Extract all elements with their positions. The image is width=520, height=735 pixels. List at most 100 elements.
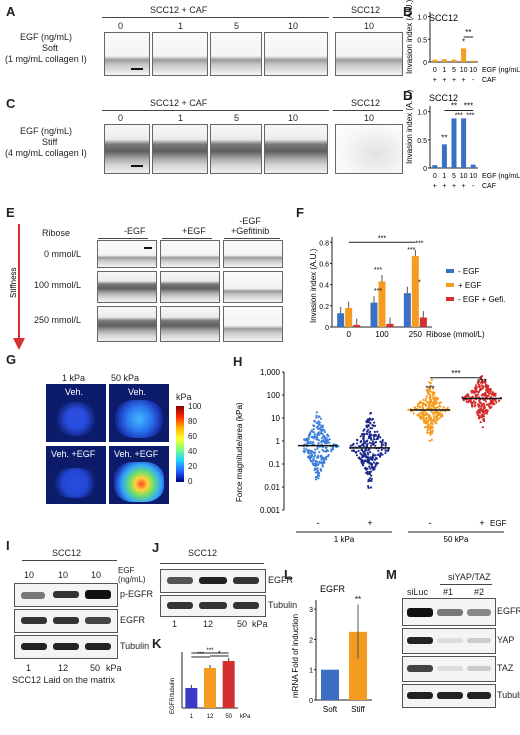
chart-h-point-0-252 bbox=[314, 476, 317, 479]
chart-h-point-2-109 bbox=[424, 399, 427, 402]
chart-h-point-1-177 bbox=[368, 462, 371, 465]
chart-f-xtick-1: 100 bbox=[375, 330, 389, 339]
chart-h-point-0-189 bbox=[315, 421, 318, 424]
chart-d-bar-0 bbox=[432, 165, 438, 168]
chart-h-point-1-37 bbox=[374, 441, 377, 444]
chart-l-ytick-label-3: 3 bbox=[309, 607, 313, 614]
chart-b-dose-4: 10 bbox=[469, 67, 477, 74]
chart-h-point-0-253 bbox=[310, 455, 313, 458]
chart-h-point-2-47 bbox=[429, 428, 432, 432]
chart-h-point-1-232 bbox=[369, 486, 373, 489]
chart-h-point-2-234 bbox=[419, 401, 422, 404]
chart-h-point-0-248 bbox=[315, 416, 318, 419]
stiffness-label: Stiffness bbox=[9, 267, 18, 298]
panel-label-d: D bbox=[403, 88, 413, 103]
chart-k-ylabel: EGFR/tubulin bbox=[170, 678, 176, 714]
chart-h-point-3-116 bbox=[494, 392, 497, 395]
chart-h-sig-1: *** bbox=[477, 378, 486, 387]
chart-h-point-1-186 bbox=[362, 432, 365, 435]
chart-h-point-2-177 bbox=[431, 403, 434, 406]
chart-h-point-2-245 bbox=[418, 405, 421, 408]
m-lane-0: siLuc bbox=[407, 587, 429, 597]
chart-h-point-2-181 bbox=[422, 419, 425, 422]
chart-h-point-2-196 bbox=[427, 415, 430, 418]
chart-h-ytick-label-1: 100 bbox=[267, 391, 281, 400]
chart-h-point-3-152 bbox=[487, 394, 490, 397]
chart-h-point-0-123 bbox=[312, 428, 315, 431]
chart-h-point-2-249 bbox=[433, 418, 436, 421]
chart-k: EGFR/tubulin 1 12 50 kPa****** * bbox=[170, 648, 251, 720]
chart-h-point-3-251 bbox=[469, 400, 472, 403]
i-title: SCC12 bbox=[52, 548, 82, 558]
chart-f-bar-1-1 bbox=[378, 281, 386, 327]
chart-b-dose-0: 0 bbox=[433, 67, 437, 74]
chart-h-ytick-label-2: 10 bbox=[271, 414, 280, 423]
chart-h-point-2-185 bbox=[439, 405, 442, 408]
chart-b-bar-3 bbox=[461, 48, 467, 62]
chart-h-point-0-259 bbox=[320, 428, 323, 431]
colorbar bbox=[176, 406, 184, 482]
chart-d-sig-0: ** bbox=[441, 133, 447, 142]
chart-h-point-1-126 bbox=[349, 444, 352, 447]
chart-h-point-3-175 bbox=[489, 389, 492, 392]
i-egf-label: EGF (ng/mL) bbox=[118, 566, 146, 584]
chart-h-point-2-96 bbox=[422, 398, 425, 401]
blot-j-egfr bbox=[160, 569, 266, 593]
chart-l-title: EGFR bbox=[320, 584, 346, 594]
chart-h-point-3-210 bbox=[476, 382, 479, 385]
chart-d-ytick-label-1: 0.5 bbox=[417, 138, 427, 145]
chart-h-point-0-91 bbox=[311, 442, 314, 445]
chart-h-point-2-221 bbox=[428, 402, 431, 405]
dose-c-3: 10 bbox=[288, 113, 299, 123]
chart-b-ytick-label-0: 0 bbox=[423, 60, 427, 67]
chart-h-sig-2: *** bbox=[451, 369, 460, 378]
chart-b-caf-3: + bbox=[462, 77, 466, 84]
chart-d-sig-3: *** bbox=[455, 112, 463, 119]
chart-h-point-2-167 bbox=[446, 406, 449, 409]
chart-h-point-2-243 bbox=[430, 422, 433, 425]
chart-h-point-0-214 bbox=[320, 440, 323, 443]
chart-f-xtick-0: 0 bbox=[346, 330, 351, 339]
stiffness-arrow: Stiffness bbox=[9, 224, 25, 350]
chart-h-point-3-141 bbox=[482, 419, 485, 422]
chart-h-point-0-193 bbox=[308, 452, 311, 455]
chart-d-caf-2: + bbox=[452, 183, 456, 190]
chart-h-point-1-55 bbox=[368, 479, 371, 482]
chart-h-point-2-54 bbox=[425, 395, 428, 398]
chart-h-point-1-202 bbox=[369, 422, 372, 425]
dose-c-2: 5 bbox=[234, 113, 240, 123]
chart-h-group-0: 1 kPa bbox=[334, 535, 355, 544]
chart-h-ylabel: Force magnitude/area (kPa) bbox=[235, 402, 244, 502]
chart-h-point-0-119 bbox=[322, 450, 325, 453]
chart-h-point-2-17 bbox=[430, 438, 433, 441]
chart-h-point-3-254 bbox=[486, 391, 489, 394]
col-e-line-0 bbox=[98, 238, 148, 239]
chart-h-point-2-257 bbox=[435, 399, 438, 402]
chart-h-point-0-255 bbox=[325, 455, 328, 458]
chart-h-point-1-221 bbox=[356, 442, 359, 445]
chart-h-point-1-219 bbox=[370, 442, 373, 445]
chart-h-point-2-172 bbox=[429, 433, 432, 436]
chart-h-point-1-160 bbox=[361, 443, 364, 446]
chart-k-xtick-1: 12 bbox=[207, 714, 214, 720]
chart-h-point-3-193 bbox=[498, 399, 501, 402]
chart-h-point-0-69 bbox=[313, 433, 316, 436]
chart-b-ytick-label-1: 0.5 bbox=[417, 37, 427, 44]
chart-h-point-0-77 bbox=[309, 431, 312, 434]
chart-h-point-0-258 bbox=[321, 456, 325, 460]
chart-h-xtick-1: + bbox=[367, 518, 372, 528]
chart-h-point-1-91 bbox=[376, 435, 379, 438]
chart-h-point-1-194 bbox=[361, 450, 365, 453]
group-label-a2: SCC12 bbox=[351, 5, 381, 15]
chart-h-point-1-173 bbox=[367, 486, 370, 489]
chart-h-ytick-label-5: 0.01 bbox=[264, 483, 280, 492]
chart-h-point-0-76 bbox=[321, 465, 324, 468]
chart-f-bar-0-0 bbox=[337, 313, 345, 327]
chart-h-point-1-115 bbox=[366, 443, 369, 446]
chart-h-point-0-246 bbox=[317, 442, 320, 445]
chart-h-point-1-148 bbox=[359, 458, 362, 461]
chart-h-point-3-257 bbox=[470, 391, 473, 394]
panel-label-m: M bbox=[386, 567, 397, 582]
chart-h-point-1-127 bbox=[373, 421, 376, 424]
chart-h-point-0-234 bbox=[322, 440, 325, 443]
